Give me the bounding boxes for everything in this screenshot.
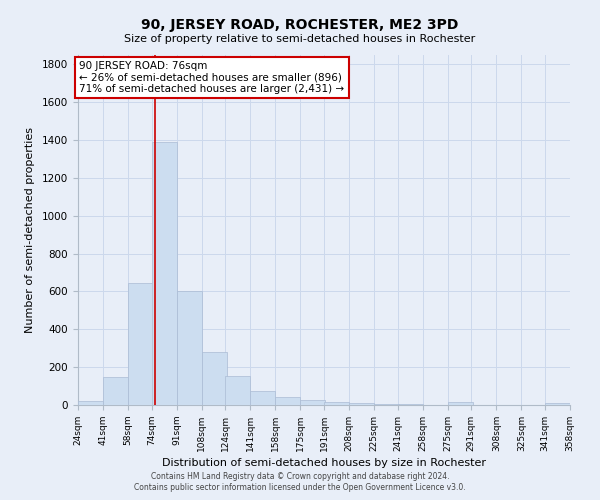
Text: 90 JERSEY ROAD: 76sqm
← 26% of semi-detached houses are smaller (896)
71% of sem: 90 JERSEY ROAD: 76sqm ← 26% of semi-deta… (79, 60, 344, 94)
Bar (324, 402, 349, 405)
Text: 90, JERSEY ROAD, ROCHESTER, ME2 3PD: 90, JERSEY ROAD, ROCHESTER, ME2 3PD (142, 18, 458, 32)
Bar (176, 290, 202, 405)
Bar (398, 404, 422, 405)
Y-axis label: Number of semi-detached properties: Number of semi-detached properties (25, 127, 35, 333)
X-axis label: Distribution of semi-detached houses by size in Rochester: Distribution of semi-detached houses by … (162, 458, 486, 468)
Bar (128, 283, 153, 405)
Bar (448, 402, 473, 405)
Bar (374, 404, 399, 405)
Bar (349, 404, 374, 405)
Bar (152, 142, 176, 405)
Bar (275, 397, 301, 405)
Bar (103, 376, 128, 405)
Bar (250, 391, 275, 405)
Bar (226, 376, 250, 405)
Bar (78, 401, 103, 405)
Bar (545, 403, 570, 405)
Bar (202, 352, 227, 405)
Text: Contains HM Land Registry data © Crown copyright and database right 2024.: Contains HM Land Registry data © Crown c… (151, 472, 449, 481)
Text: Contains public sector information licensed under the Open Government Licence v3: Contains public sector information licen… (134, 484, 466, 492)
Bar (301, 400, 325, 405)
Text: Size of property relative to semi-detached houses in Rochester: Size of property relative to semi-detach… (124, 34, 476, 44)
